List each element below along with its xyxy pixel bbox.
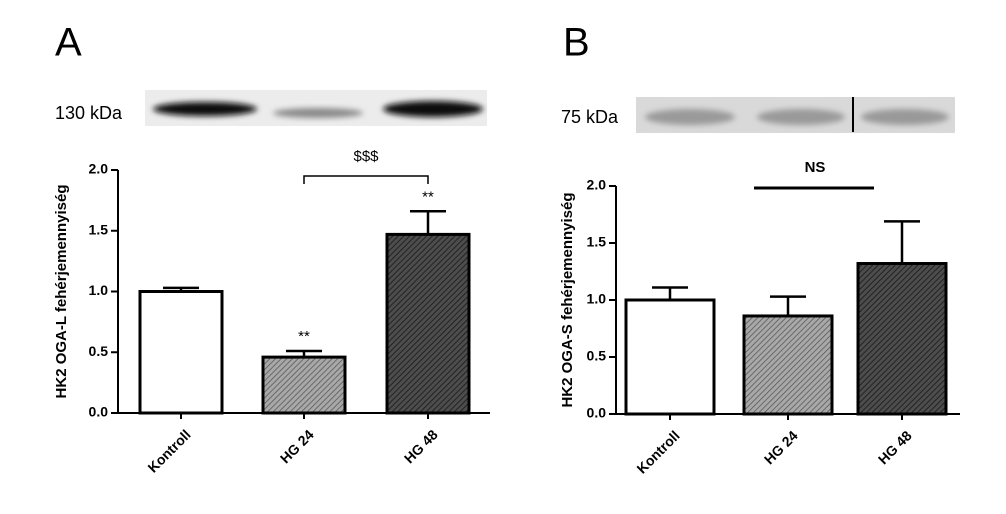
bar <box>385 232 471 415</box>
comparison-label: NS <box>805 159 826 176</box>
x-tick-label: Kontroll <box>633 427 682 476</box>
significance-label: ** <box>422 188 434 205</box>
blot-b <box>636 97 955 133</box>
bar <box>742 314 834 416</box>
significance-label: ** <box>298 328 310 345</box>
blot-label: 75 kDa <box>561 107 619 127</box>
y-tick-label: 2.0 <box>587 177 607 193</box>
panel-label: B <box>563 21 590 65</box>
blot-label: 130 kDa <box>55 103 123 123</box>
y-tick-label: 0.5 <box>587 348 607 364</box>
panel-label: A <box>55 21 82 65</box>
x-tick-label: HG 24 <box>761 427 801 467</box>
comparison-label: $$$ <box>353 148 379 165</box>
bar <box>856 262 948 416</box>
y-tick-label: 0.0 <box>587 405 607 421</box>
x-tick-label: HG 48 <box>875 427 915 467</box>
y-tick-label: 1.0 <box>587 291 607 307</box>
y-tick-label: 1.0 <box>89 282 109 298</box>
bar <box>138 290 224 415</box>
y-axis-label: HK2 OGA-L fehérjemennyiség <box>53 185 70 399</box>
y-tick-label: 2.0 <box>89 161 109 177</box>
y-axis-label: HK2 OGA-S fehérjemennyiség <box>559 192 576 407</box>
bar <box>624 298 716 416</box>
y-tick-label: 0.0 <box>89 404 109 420</box>
y-tick-label: 1.5 <box>587 234 607 250</box>
comparison-bracket <box>303 175 429 184</box>
x-tick-label: HG 24 <box>277 426 317 466</box>
bar <box>261 355 347 415</box>
x-tick-label: Kontroll <box>144 426 193 475</box>
y-tick-label: 0.5 <box>89 343 109 359</box>
blot-a <box>145 90 487 126</box>
y-tick-label: 1.5 <box>89 221 109 237</box>
x-tick-label: HG 48 <box>401 426 441 466</box>
